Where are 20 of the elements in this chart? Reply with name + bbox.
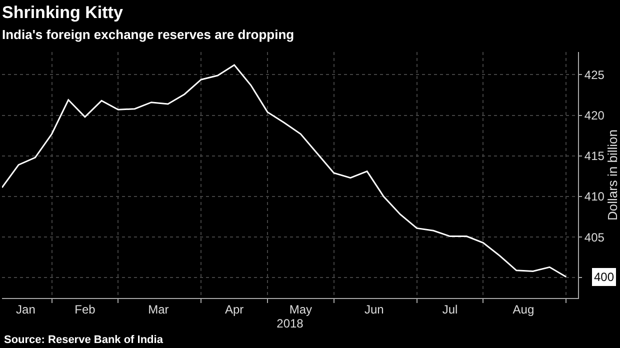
y-tick-label: 405 <box>584 230 605 244</box>
y-tick-label: 410 <box>584 190 605 204</box>
line-series <box>2 64 567 278</box>
x-tick-label: Jul <box>442 302 458 316</box>
chart-subtitle: India's foreign exchange reserves are dropping <box>2 27 294 42</box>
x-tick-label: Mar <box>148 302 169 316</box>
chart-title: Shrinking Kitty <box>2 3 124 22</box>
y-tick-label: 415 <box>584 149 605 164</box>
y-tick-label: 425 <box>584 68 605 82</box>
x-tick-label: Apr <box>224 302 244 316</box>
x-tick-label: Jun <box>364 302 384 316</box>
x-axis-title: 2018 <box>276 316 304 330</box>
annotation: 400 <box>594 270 614 284</box>
y-tick-label: 420 <box>584 108 605 123</box>
x-tick-label: Jan <box>16 302 36 316</box>
source-note: Source: Reserve Bank of India <box>4 334 164 346</box>
x-tick-label: May <box>289 302 312 316</box>
y-axis-title: Dollars in billion <box>605 129 620 221</box>
x-tick-label: Feb <box>74 302 96 316</box>
x-tick-label: Aug <box>512 302 534 316</box>
